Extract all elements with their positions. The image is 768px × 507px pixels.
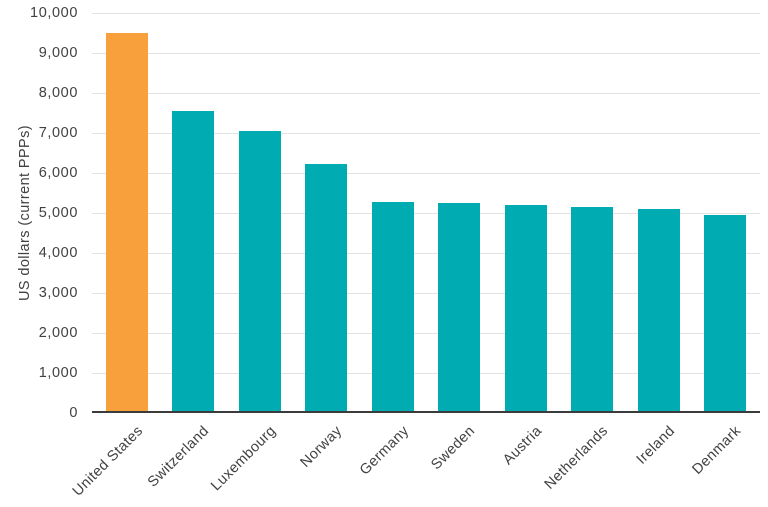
gridline: [92, 253, 760, 254]
gridline: [92, 173, 760, 174]
x-label-ireland: Ireland: [633, 423, 678, 468]
bar-norway: [305, 163, 347, 413]
bar-united-states: [105, 33, 148, 413]
plot-area: [92, 13, 760, 413]
y-tick-label-9-000: 9,000: [38, 45, 78, 61]
x-axis-line: [92, 411, 760, 413]
y-tick-label-0: 0: [69, 405, 78, 421]
x-label-luxembourg: Luxembourg: [207, 423, 279, 495]
y-tick-label-4-000: 4,000: [38, 245, 78, 261]
y-tick-label-5-000: 5,000: [38, 205, 78, 221]
x-label-united-states: United States: [69, 423, 146, 500]
bar-netherlands: [571, 207, 613, 413]
gridline: [92, 93, 760, 94]
bar-luxembourg: [238, 131, 281, 413]
gridline: [92, 13, 760, 14]
gridline: [92, 373, 760, 374]
bar-sweden: [438, 203, 480, 413]
y-tick-label-6-000: 6,000: [38, 165, 78, 181]
y-tick-label-10-000: 10,000: [30, 5, 78, 21]
y-tick-label-7-000: 7,000: [38, 125, 78, 141]
bar-switzerland: [172, 111, 214, 413]
y-tick-label-1-000: 1,000: [38, 365, 78, 381]
bar-austria: [504, 205, 547, 413]
y-tick-label-8-000: 8,000: [38, 85, 78, 101]
y-tick-label-3-000: 3,000: [38, 285, 78, 301]
x-label-switzerland: Switzerland: [144, 423, 213, 491]
x-label-austria: Austria: [499, 423, 545, 469]
bar-germany: [371, 201, 414, 413]
gridline: [92, 333, 760, 334]
bar-denmark: [704, 215, 746, 413]
x-label-netherlands: Netherlands: [541, 423, 612, 493]
gridline: [92, 53, 760, 54]
y-tick-label-2-000: 2,000: [38, 325, 78, 341]
x-label-denmark: Denmark: [689, 423, 745, 478]
x-label-sweden: Sweden: [428, 423, 479, 474]
gridline: [92, 293, 760, 294]
x-label-germany: Germany: [356, 423, 412, 479]
x-label-norway: Norway: [297, 423, 346, 471]
gridline: [92, 133, 760, 134]
gridline: [92, 213, 760, 214]
bar-ireland: [637, 209, 680, 413]
